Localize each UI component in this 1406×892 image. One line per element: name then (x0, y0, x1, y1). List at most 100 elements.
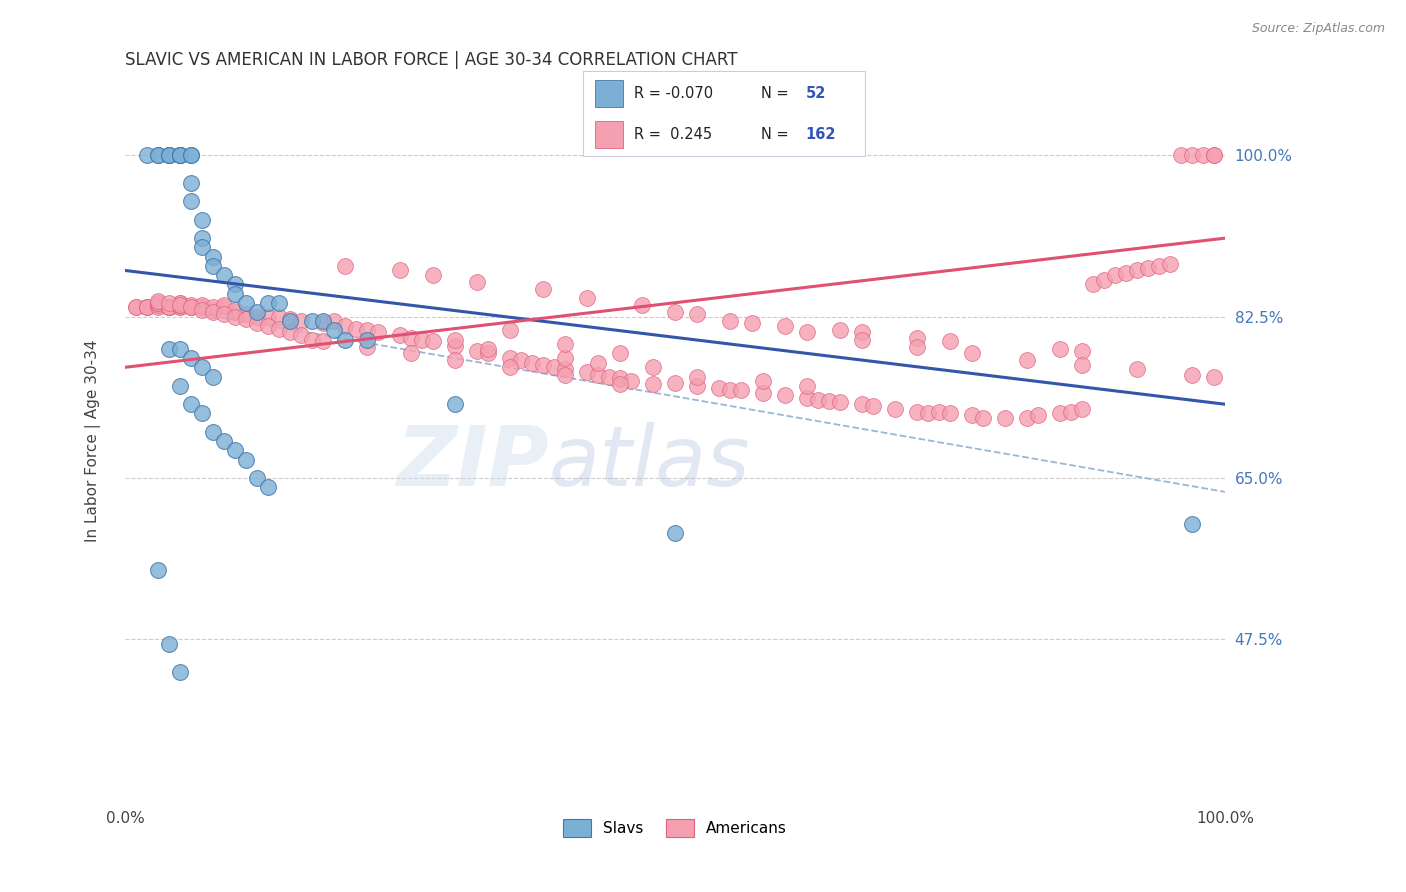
Slavs (356, 333, 378, 347)
Americans (554, 362, 576, 376)
Slavs (444, 397, 467, 411)
Americans (477, 342, 499, 356)
Americans (224, 303, 246, 318)
Slavs (180, 397, 202, 411)
Americans (520, 356, 543, 370)
Americans (201, 303, 224, 318)
Americans (1202, 148, 1225, 162)
Americans (631, 297, 654, 311)
Text: atlas: atlas (548, 422, 749, 503)
Americans (191, 303, 214, 318)
Americans (477, 346, 499, 360)
Americans (235, 307, 257, 321)
Slavs (235, 452, 257, 467)
Americans (686, 369, 709, 384)
Slavs (257, 295, 280, 310)
Americans (531, 282, 554, 296)
Americans (960, 346, 983, 360)
Americans (1115, 266, 1137, 280)
Text: 162: 162 (806, 127, 837, 142)
Americans (169, 297, 191, 311)
Text: SLAVIC VS AMERICAN IN LABOR FORCE | AGE 30-34 CORRELATION CHART: SLAVIC VS AMERICAN IN LABOR FORCE | AGE … (125, 51, 737, 69)
Americans (312, 334, 335, 349)
Americans (741, 316, 763, 330)
Americans (1070, 343, 1092, 358)
Text: N =: N = (761, 86, 789, 101)
Americans (257, 318, 280, 333)
Americans (333, 259, 356, 273)
Slavs (180, 351, 202, 365)
Slavs (246, 471, 269, 485)
Americans (169, 301, 191, 315)
Slavs (146, 148, 169, 162)
Americans (718, 384, 741, 398)
Americans (773, 388, 796, 402)
Americans (1104, 268, 1126, 282)
Americans (1159, 257, 1181, 271)
Americans (169, 295, 191, 310)
Americans (554, 368, 576, 382)
Americans (312, 316, 335, 330)
Americans (411, 333, 433, 347)
Slavs (333, 333, 356, 347)
Americans (1170, 148, 1192, 162)
Americans (135, 301, 157, 315)
Slavs (191, 212, 214, 227)
Text: Source: ZipAtlas.com: Source: ZipAtlas.com (1251, 22, 1385, 36)
Slavs (146, 563, 169, 577)
Americans (388, 328, 411, 343)
Americans (224, 305, 246, 319)
Americans (939, 334, 962, 349)
Americans (1092, 273, 1115, 287)
Americans (290, 314, 312, 328)
Americans (157, 301, 180, 315)
Americans (278, 312, 301, 326)
Americans (994, 411, 1017, 425)
Americans (531, 359, 554, 373)
Americans (730, 384, 752, 398)
Americans (1126, 263, 1149, 277)
Slavs (301, 314, 323, 328)
Americans (1049, 406, 1071, 420)
Americans (157, 301, 180, 315)
Americans (444, 353, 467, 368)
Americans (664, 305, 686, 319)
Text: ZIP: ZIP (395, 422, 548, 503)
Americans (575, 291, 598, 305)
Americans (1015, 411, 1038, 425)
Americans (169, 297, 191, 311)
Americans (883, 401, 905, 416)
Americans (939, 406, 962, 420)
Americans (928, 404, 950, 418)
Americans (1070, 401, 1092, 416)
Americans (905, 340, 928, 354)
Slavs (191, 360, 214, 375)
Americans (157, 301, 180, 315)
Americans (157, 295, 180, 310)
Americans (499, 360, 522, 375)
Americans (1192, 148, 1215, 162)
Text: R =  0.245: R = 0.245 (634, 127, 713, 142)
Americans (707, 381, 730, 395)
Americans (135, 301, 157, 315)
Americans (862, 399, 884, 413)
Americans (201, 305, 224, 319)
Americans (356, 323, 378, 337)
Americans (851, 333, 873, 347)
Slavs (224, 286, 246, 301)
Slavs (146, 148, 169, 162)
Americans (796, 391, 818, 405)
Americans (1081, 277, 1104, 292)
Americans (752, 374, 775, 388)
Americans (1126, 362, 1149, 376)
Americans (905, 331, 928, 345)
Americans (796, 378, 818, 392)
Americans (586, 356, 609, 370)
Americans (290, 328, 312, 343)
Americans (1181, 148, 1204, 162)
Slavs (169, 665, 191, 679)
Americans (509, 353, 531, 368)
Americans (333, 318, 356, 333)
Slavs (180, 148, 202, 162)
Slavs (169, 148, 191, 162)
